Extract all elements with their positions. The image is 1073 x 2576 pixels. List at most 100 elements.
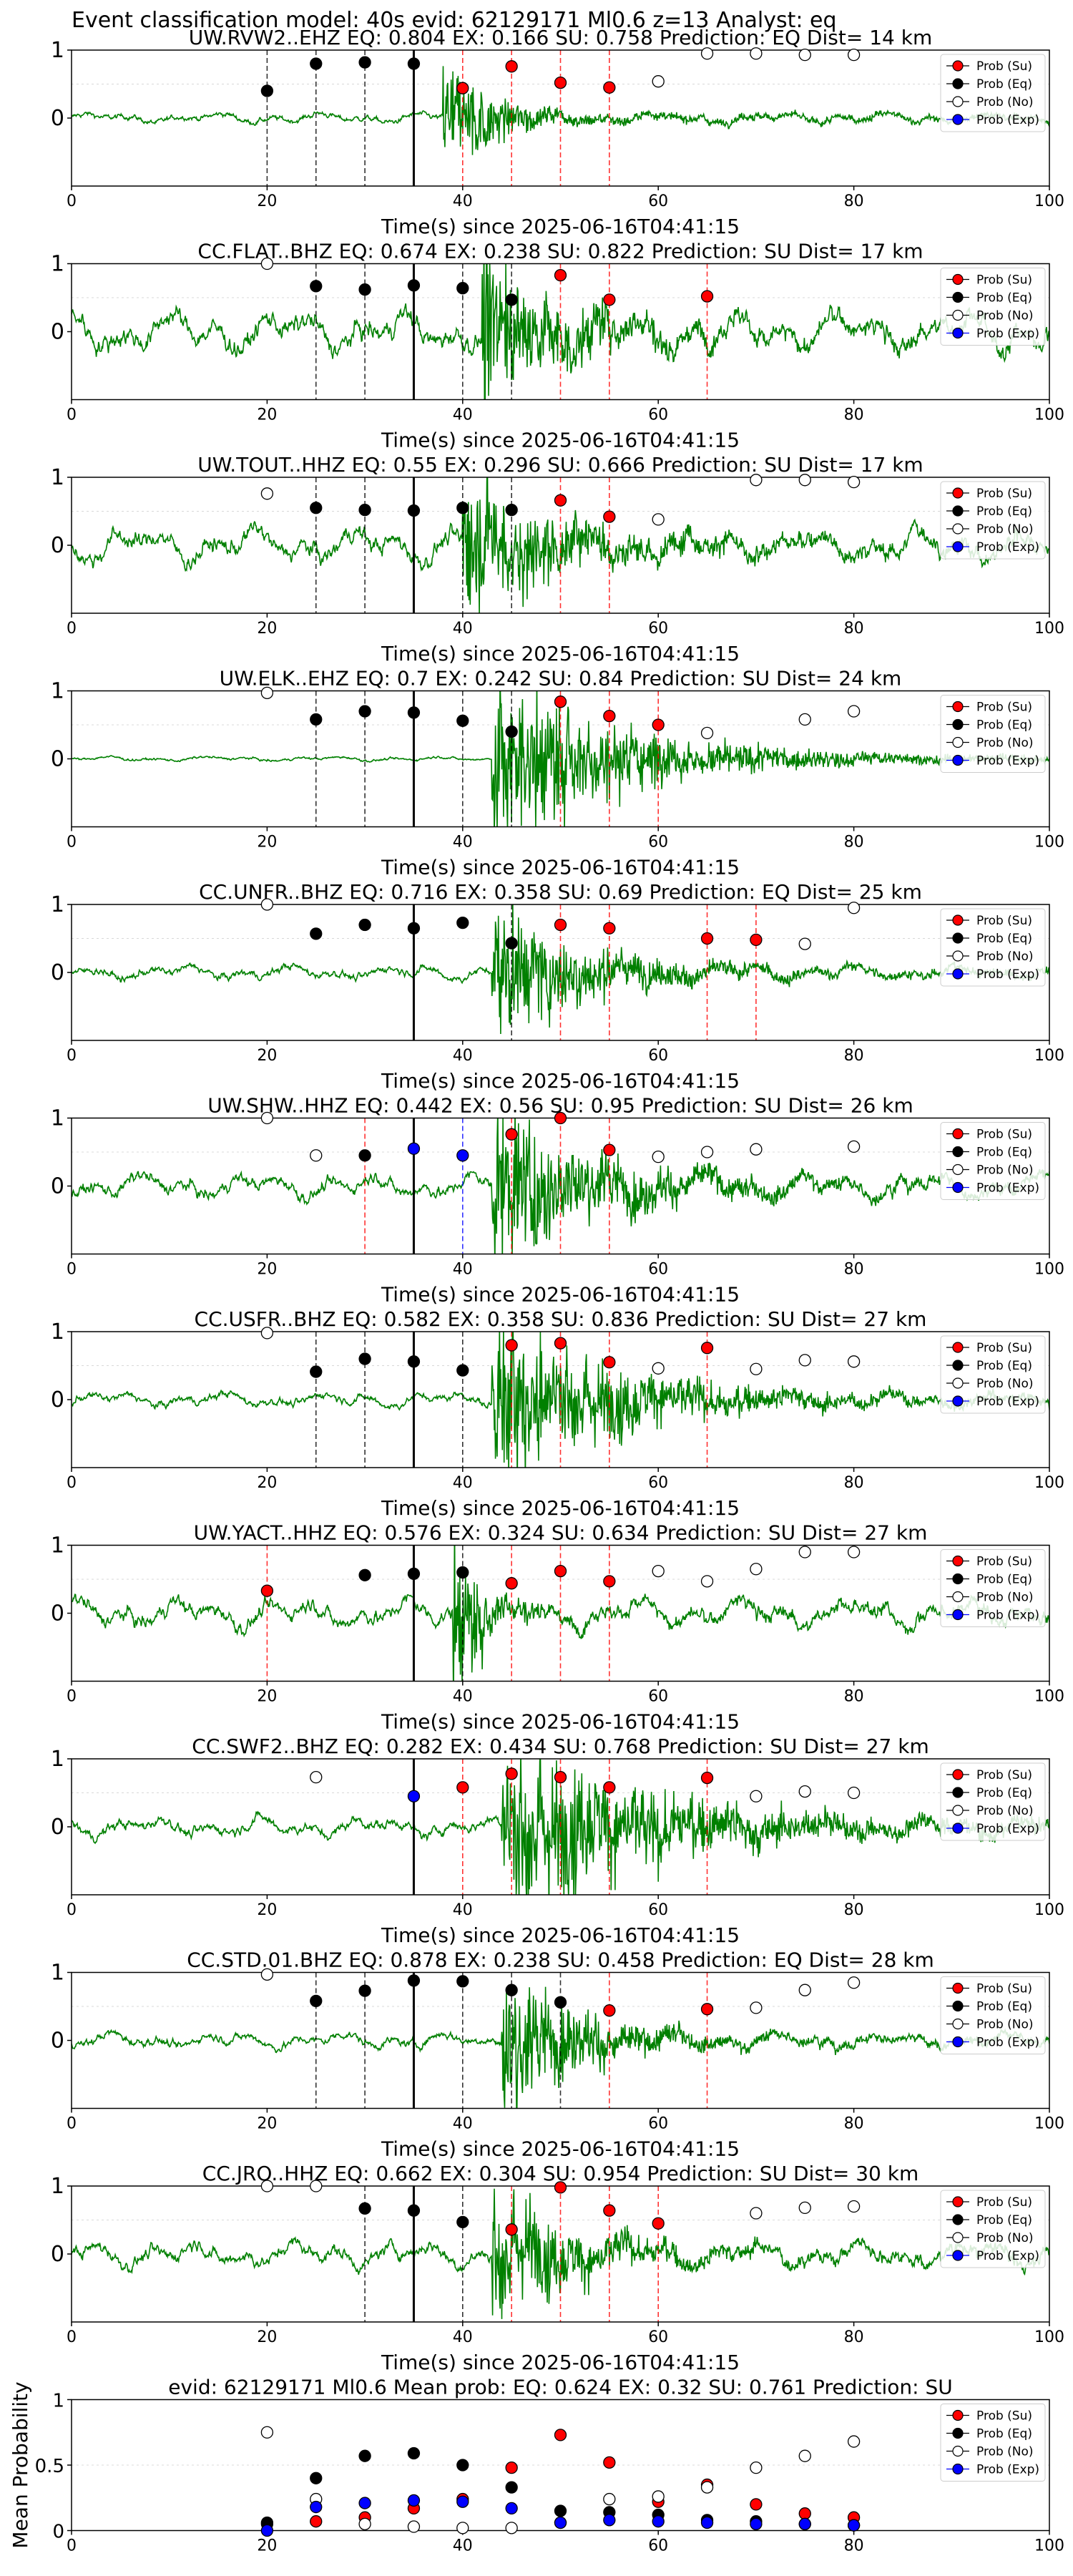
- y-axis-label: Mean Probability: [9, 2381, 32, 2548]
- x-tick-label: 100: [1034, 406, 1064, 424]
- prob-point-su: [603, 293, 616, 306]
- x-tick-label: 80: [844, 1901, 864, 1919]
- prob-point-eq: [407, 57, 421, 70]
- prob-point-su: [554, 494, 567, 507]
- legend-marker-eq: [952, 1787, 964, 1798]
- prob-point-eq: [358, 1149, 371, 1162]
- y-tick-label: 1: [51, 1747, 64, 1772]
- legend-label: Prob (Eq): [976, 2427, 1032, 2441]
- legend-label: Prob (No): [976, 1163, 1034, 1178]
- legend-marker-su: [952, 1555, 964, 1567]
- prob-point-eq: [310, 1994, 323, 2008]
- legend-marker-su: [952, 1769, 964, 1780]
- x-tick-label: 80: [844, 1047, 864, 1065]
- prob-point-exp: [700, 2516, 714, 2529]
- legend-label: Prob (Eq): [976, 291, 1032, 306]
- legend-marker-su: [952, 701, 964, 713]
- legend-label: Prob (Su): [976, 1128, 1032, 1142]
- legend-marker-no: [952, 523, 964, 535]
- legend-label: Prob (No): [976, 1377, 1034, 1391]
- x-tick-label: 40: [453, 2537, 473, 2555]
- x-axis-label: Time(s) since 2025-06-16T04:41:15: [381, 2137, 740, 2161]
- prob-point-su: [603, 2004, 616, 2017]
- prob-point-su: [505, 1128, 518, 1141]
- prob-point-no: [798, 1785, 811, 1798]
- legend-label: Prob (No): [976, 95, 1034, 109]
- prob-point-eq: [505, 503, 518, 517]
- panel-title: CC.USFR..BHZ EQ: 0.582 EX: 0.358 SU: 0.8…: [195, 1307, 927, 1331]
- y-tick-label: 0: [51, 1174, 64, 1199]
- prob-point-su: [456, 82, 469, 94]
- panel-12: evid: 62129171 Ml0.6 Mean prob: EQ: 0.62…: [9, 2376, 1064, 2555]
- x-tick-label: 20: [257, 620, 277, 638]
- legend-label: Prob (No): [976, 950, 1034, 964]
- legend-marker-no: [952, 1805, 964, 1816]
- prob-point-no: [798, 937, 811, 950]
- legend-box: [940, 2190, 1046, 2268]
- prob-point-no: [750, 1362, 763, 1375]
- legend-label: Prob (Su): [976, 273, 1032, 288]
- y-tick-label: 1: [51, 892, 64, 917]
- prob-point-eq: [358, 2202, 371, 2215]
- prob-point-su: [260, 1584, 274, 1597]
- prob-point-no: [603, 2492, 616, 2506]
- prob-point-no: [847, 2200, 861, 2213]
- prob-point-su: [554, 2181, 567, 2194]
- x-axis-label: Time(s) since 2025-06-16T04:41:15: [381, 1496, 740, 1520]
- legend-marker-su: [952, 1342, 964, 1353]
- x-tick-label: 20: [257, 2115, 277, 2133]
- x-tick-label: 100: [1034, 1688, 1064, 1706]
- x-tick-label: 80: [844, 1474, 864, 1492]
- x-tick-label: 20: [257, 192, 277, 210]
- legend-label: Prob (Exp): [976, 1609, 1039, 1623]
- prob-point-su: [505, 1767, 518, 1780]
- seismogram-trace: [72, 2188, 1049, 2319]
- legend-marker-su: [952, 1128, 964, 1140]
- x-tick-label: 60: [648, 1474, 668, 1492]
- x-axis-label: Time(s) since 2025-06-16T04:41:15: [381, 1710, 740, 1734]
- legend-label: Prob (Exp): [976, 2249, 1039, 2263]
- prob-point-no: [260, 1327, 274, 1340]
- prob-point-no: [847, 1976, 861, 1989]
- x-tick-label: 100: [1034, 1474, 1064, 1492]
- x-tick-label: 0: [67, 1901, 77, 1919]
- x-tick-label: 20: [257, 1047, 277, 1065]
- prob-point-no: [700, 1575, 714, 1588]
- x-tick-label: 80: [844, 406, 864, 424]
- panel-9: CC.SWF2..BHZ EQ: 0.282 EX: 0.434 SU: 0.7…: [51, 1735, 1064, 1947]
- prob-point-no: [260, 2180, 274, 2192]
- prob-point-su: [700, 290, 714, 303]
- legend-marker-exp: [952, 114, 964, 125]
- prob-point-exp: [554, 2516, 567, 2529]
- x-tick-label: 40: [453, 1047, 473, 1065]
- x-tick-label: 40: [453, 620, 473, 638]
- prob-point-eq: [310, 927, 323, 940]
- prob-point-eq: [456, 917, 469, 930]
- prob-point-no: [652, 2490, 665, 2503]
- y-tick-label: 1: [51, 1106, 64, 1131]
- x-tick-label: 40: [453, 2115, 473, 2133]
- prob-point-su: [505, 1339, 518, 1352]
- panel-11: CC.JRO..HHZ EQ: 0.662 EX: 0.304 SU: 0.95…: [51, 2162, 1064, 2374]
- prob-point-eq: [310, 713, 323, 726]
- legend-label: Prob (Eq): [976, 1146, 1032, 1160]
- legend-label: Prob (Exp): [976, 1395, 1039, 1409]
- legend-marker-eq: [952, 1573, 964, 1585]
- x-tick-label: 60: [648, 1261, 668, 1279]
- prob-point-eq: [407, 504, 421, 517]
- x-tick-label: 100: [1034, 2537, 1064, 2555]
- prob-point-no: [260, 1111, 274, 1125]
- legend-box: [940, 1335, 1046, 1414]
- legend-marker-eq: [952, 2214, 964, 2225]
- panel-title: UW.TOUT..HHZ EQ: 0.55 EX: 0.296 SU: 0.66…: [197, 453, 923, 477]
- legend-marker-exp: [952, 2036, 964, 2048]
- prob-point-eq: [407, 279, 421, 292]
- legend-label: Prob (Eq): [976, 504, 1032, 519]
- prob-point-no: [652, 75, 665, 88]
- x-tick-label: 0: [67, 192, 77, 210]
- prob-point-su: [505, 60, 518, 73]
- legend-label: Prob (Exp): [976, 113, 1039, 127]
- legend-marker-su: [952, 914, 964, 926]
- legend-marker-eq: [952, 1146, 964, 1158]
